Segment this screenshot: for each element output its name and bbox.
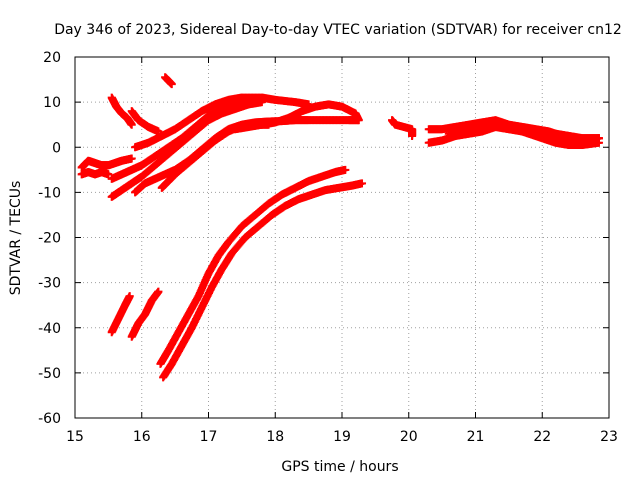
data-point <box>127 154 136 163</box>
y-axis-label: SDTVAR / TECUs <box>8 181 24 296</box>
x-tick-label: 15 <box>66 429 84 445</box>
series-d <box>127 107 163 136</box>
data-point <box>257 98 266 107</box>
data-point <box>408 131 417 140</box>
y-tick-label: 10 <box>43 95 61 111</box>
series-f <box>131 93 313 152</box>
series-b <box>77 168 113 179</box>
x-tick-label: 23 <box>600 429 618 445</box>
y-tick-label: -50 <box>38 366 61 382</box>
x-axis-label: GPS time / hours <box>281 459 398 475</box>
data-points <box>77 73 603 382</box>
grid-lines <box>75 57 609 418</box>
series-k <box>231 100 363 134</box>
y-tick-label: 0 <box>52 140 61 156</box>
x-tick-label: 22 <box>533 429 551 445</box>
data-point <box>354 116 363 125</box>
axis-ticks: 15 16 17 18 19 20 21 22 23 -60 -50 -40 -30 -20 -10 0 10 2… <box>38 50 618 445</box>
series-g <box>107 98 266 201</box>
series-p <box>388 116 417 140</box>
x-tick-label: 19 <box>333 429 351 445</box>
y-tick-label: -40 <box>38 321 61 337</box>
y-tick-label: -30 <box>38 276 61 292</box>
series-o <box>159 179 367 382</box>
data-point <box>341 165 350 174</box>
y-tick-label: -20 <box>38 231 61 247</box>
data-point <box>104 170 113 179</box>
chart-title: Day 346 of 2023, Sidereal Day-to-day VTE… <box>54 22 622 38</box>
series-c <box>107 93 136 129</box>
data-point <box>154 287 163 296</box>
y-tick-label: 20 <box>43 50 61 66</box>
data-point <box>125 292 134 301</box>
x-tick-label: 17 <box>200 429 218 445</box>
series-t <box>498 120 603 143</box>
x-tick-label: 21 <box>467 429 485 445</box>
series-n <box>156 165 350 368</box>
series-m <box>127 287 163 341</box>
data-point <box>127 120 136 129</box>
series-a <box>77 154 136 172</box>
x-tick-label: 18 <box>266 429 284 445</box>
data-point <box>594 134 603 143</box>
data-point <box>167 80 176 89</box>
series-l <box>107 292 134 337</box>
x-tick-label: 16 <box>133 429 151 445</box>
series-j <box>161 73 176 89</box>
y-tick-label: -10 <box>38 185 61 201</box>
data-point <box>358 179 367 188</box>
x-tick-label: 20 <box>400 429 418 445</box>
y-tick-label: -60 <box>38 411 61 427</box>
